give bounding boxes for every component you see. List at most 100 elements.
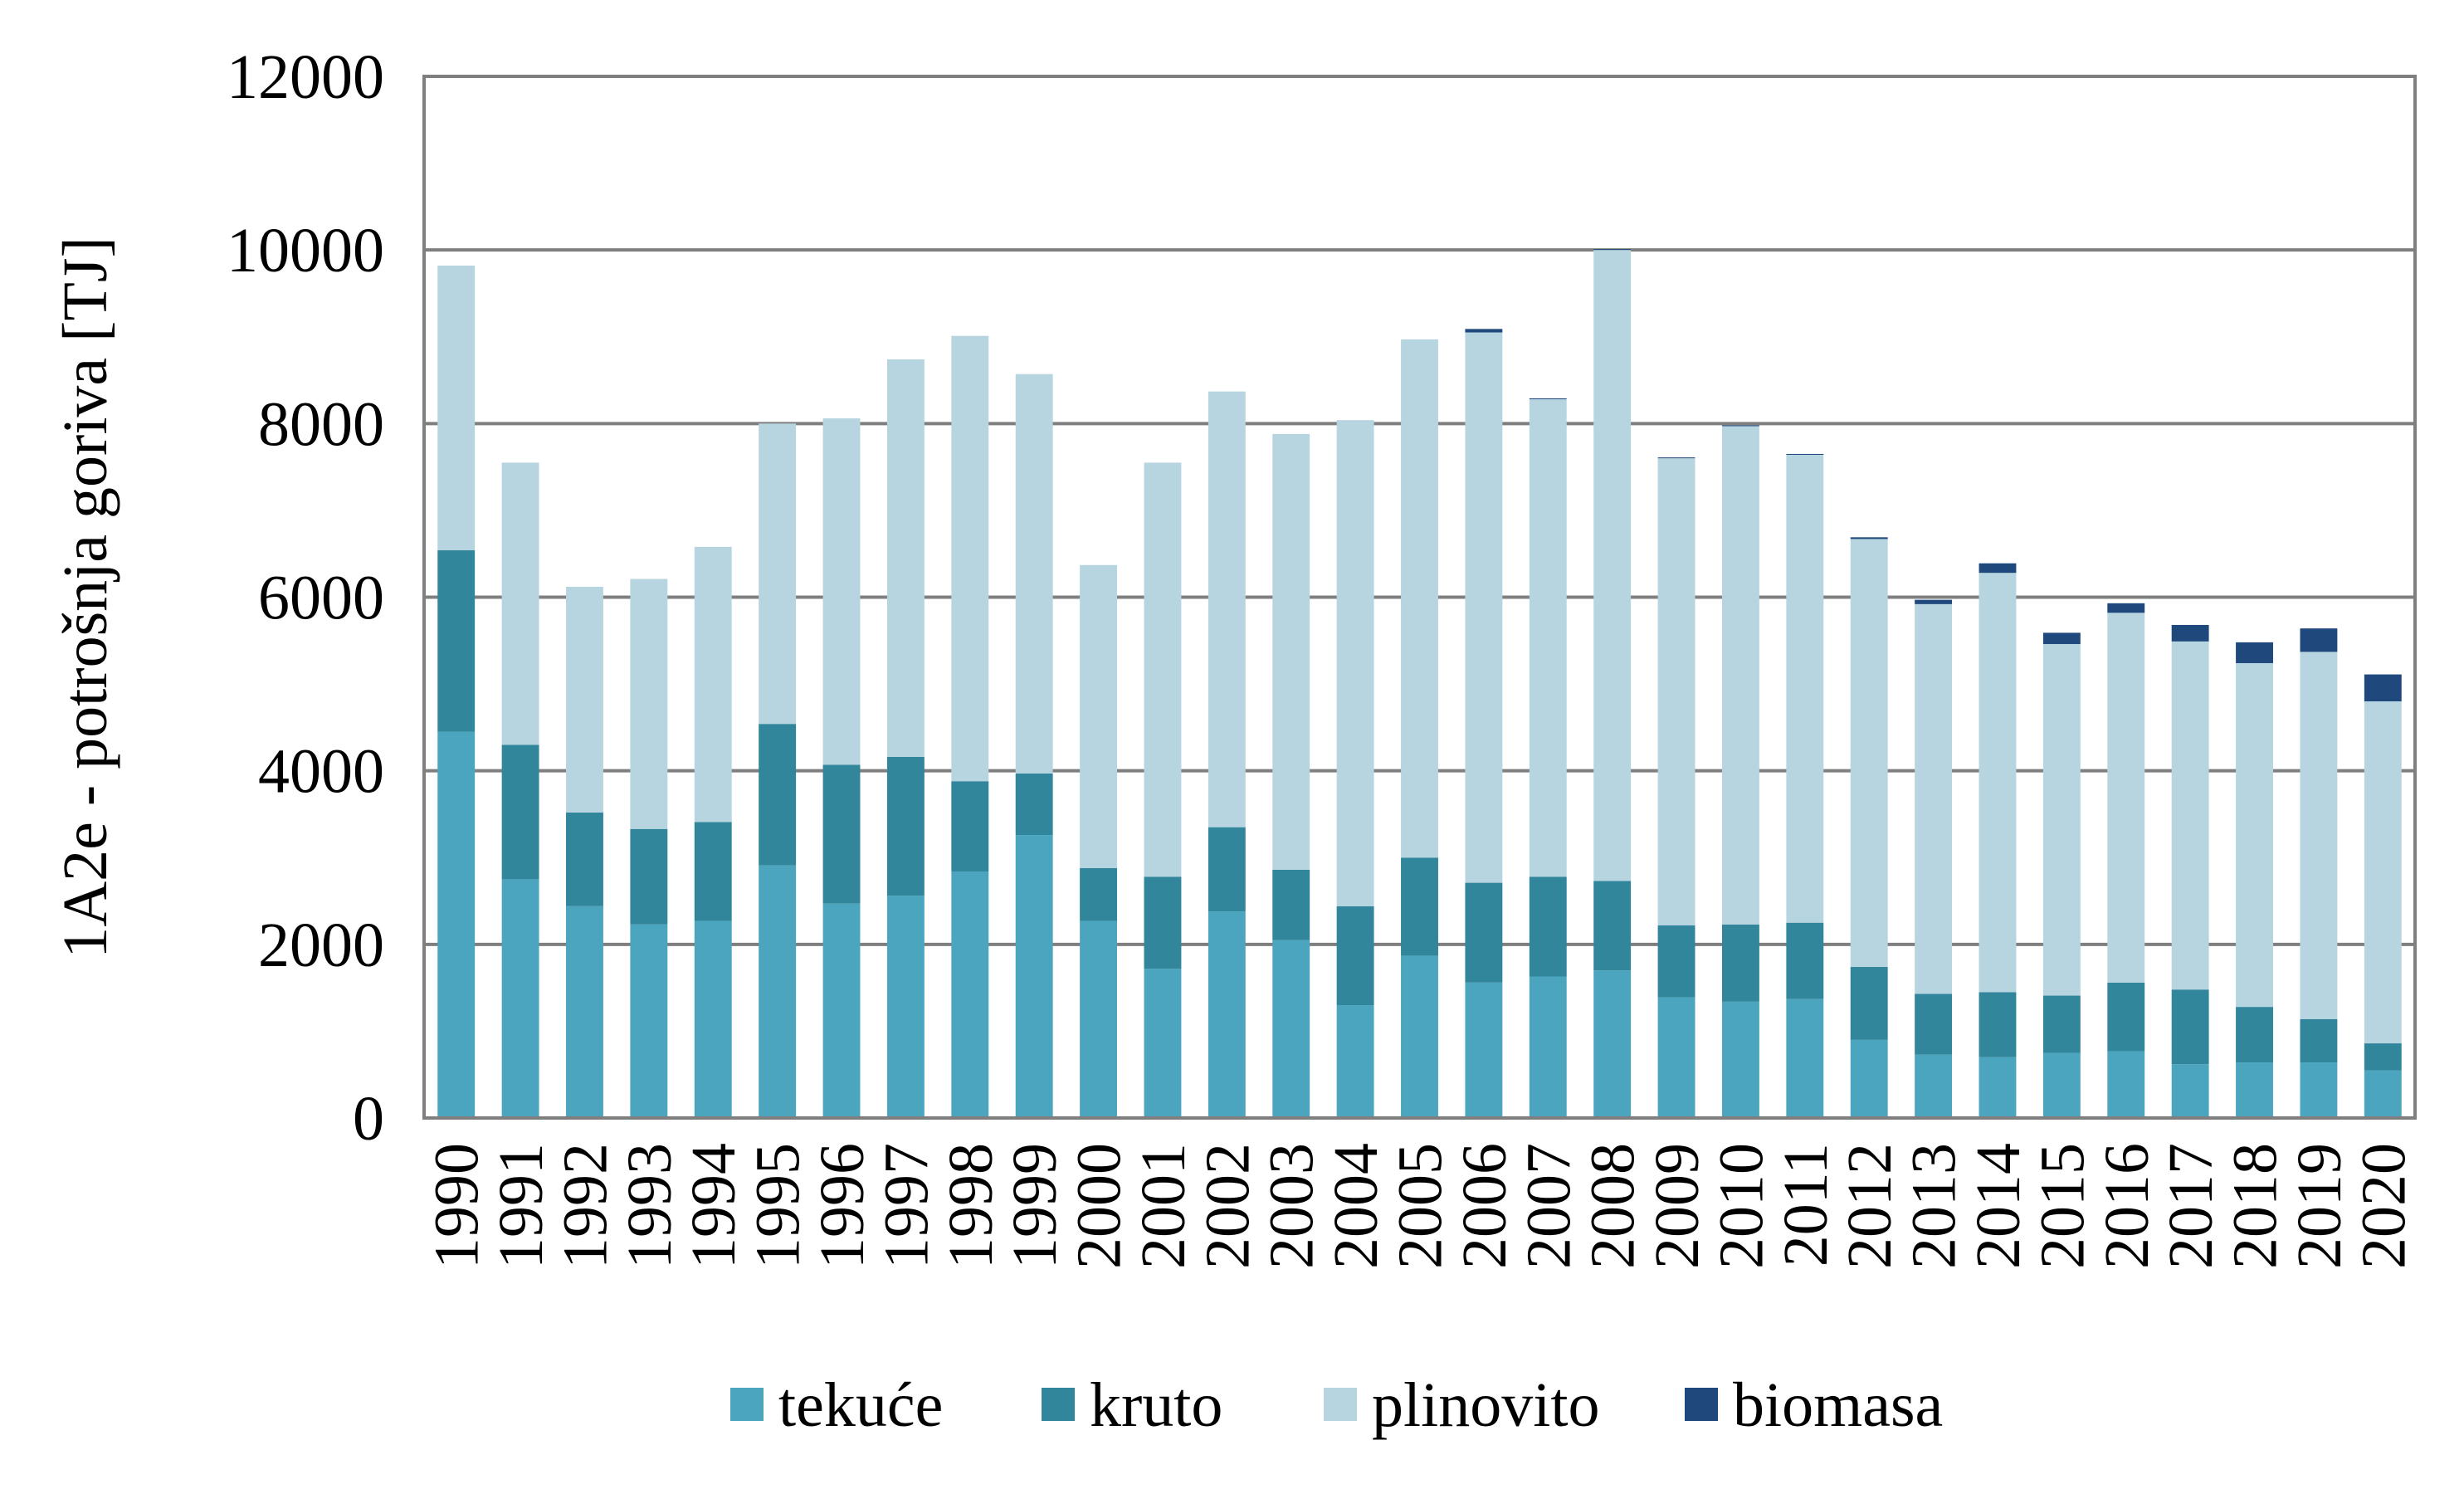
bar-kruto-2001 [1144,876,1182,969]
bar-biomasa-2007 [1529,398,1567,400]
bar-kruto-2006 [1465,882,1503,983]
bar-tekuće-2002 [1208,911,1246,1118]
bar-kruto-1997 [886,756,925,896]
bar-plinovito-2018 [2236,662,2273,1008]
x-tick-label: 2001 [1129,1143,1198,1269]
x-tick-label: 2006 [1450,1143,1520,1269]
legend-label: plinovito [1372,1370,1599,1440]
bar-tekuće-2005 [1401,955,1438,1118]
legend-label: tekuće [778,1370,943,1440]
bar-tekuće-2018 [2236,1062,2273,1118]
bar-kruto-2008 [1593,881,1632,971]
bar-tekuće-2013 [1915,1054,1953,1118]
bar-kruto-2018 [2236,1007,2273,1063]
y-tick-labels: 0 2000 4000 6000 8000 10000 12000 [227,42,384,1154]
bar-kruto-2015 [2042,995,2081,1053]
bar-tekuće-2003 [1272,940,1310,1118]
bar-plinovito-1995 [759,423,797,725]
x-tick-label: 2014 [1964,1143,2033,1269]
bar-tekuće-2008 [1593,970,1632,1118]
bar-plinovito-1994 [694,546,732,823]
plot-frame [422,75,2417,1120]
bar-biomasa-2019 [2300,628,2338,652]
bar-plinovito-2017 [2171,641,2209,990]
bar-plinovito-2010 [1721,426,1759,925]
bar-kruto-2002 [1208,827,1246,912]
bar-plinovito-2019 [2300,652,2338,1019]
bar-biomasa-2014 [1979,563,2017,574]
bar-kruto-2016 [2107,982,2145,1052]
legend: tekuće kruto plinovito biomasa [730,1370,1943,1440]
bar-biomasa-2018 [2236,642,2273,663]
bar-kruto-2011 [1786,922,1824,999]
bar-plinovito-2009 [1657,458,1696,925]
legend-swatch-biomasa [1685,1388,1718,1421]
legend-label: kruto [1090,1370,1222,1440]
bar-kruto-1992 [566,812,603,906]
bar-tekuće-2019 [2300,1062,2338,1118]
bar-tekuće-1999 [1015,835,1053,1118]
bar-plinovito-2005 [1401,339,1438,858]
bar-tekuće-1992 [566,906,603,1118]
bar-biomasa-2015 [2042,632,2081,644]
bar-kruto-2003 [1272,869,1310,940]
bar-tekuće-2017 [2171,1064,2209,1118]
bar-kruto-1998 [951,781,989,871]
bar-plinovito-2013 [1915,603,1953,994]
bar-plinovito-1996 [822,418,861,765]
bar-plinovito-2002 [1208,391,1246,827]
x-tick-label: 2007 [1514,1143,1583,1269]
x-tick-label: 1992 [550,1143,620,1269]
y-tick-label: 0 [353,1084,384,1154]
bar-tekuće-2020 [2364,1070,2402,1118]
y-axis-label: 1A2e - potrošnja goriva [TJ] [51,237,120,959]
x-tick-label: 2011 [1771,1143,1841,1267]
x-tick-label: 2015 [2027,1143,2097,1269]
bar-tekuće-2015 [2042,1052,2081,1118]
bar-plinovito-2006 [1465,332,1503,883]
bar-plinovito-2014 [1979,573,2017,993]
bar-tekuće-2009 [1657,997,1696,1118]
bar-kruto-1995 [759,724,797,866]
bar-kruto-2000 [1080,867,1118,921]
bars [437,249,2402,1118]
legend-label: biomasa [1733,1370,1943,1440]
bar-plinovito-2003 [1272,433,1310,870]
legend-swatch-plinovito [1324,1388,1357,1421]
y-tick-label: 2000 [258,910,384,980]
bar-tekuće-1998 [951,871,989,1118]
x-tick-label: 1993 [615,1143,685,1269]
x-tick-labels: 1990199119921993199419951996199719981999… [422,1143,2419,1269]
bar-biomasa-2016 [2107,603,2145,613]
bar-tekuće-1997 [886,896,925,1118]
x-tick-label: 1999 [1000,1143,1070,1269]
bar-plinovito-1991 [501,462,539,745]
x-tick-label: 2012 [1835,1143,1905,1269]
bar-plinovito-1990 [437,265,476,551]
bar-kruto-2005 [1401,857,1438,956]
bar-tekuće-2012 [1850,1039,1888,1118]
bar-kruto-2012 [1850,967,1888,1040]
bar-tekuće-2014 [1979,1057,2017,1118]
bar-tekuće-2010 [1721,1001,1759,1118]
bar-plinovito-1993 [630,579,668,829]
bar-biomasa-2012 [1850,537,1888,539]
x-tick-label: 1998 [936,1143,1006,1269]
x-tick-label: 2019 [2285,1143,2354,1269]
y-tick-label: 4000 [258,737,384,807]
bar-kruto-1994 [694,822,732,921]
bar-plinovito-2001 [1144,462,1182,877]
bar-biomasa-2009 [1657,457,1696,459]
bar-plinovito-2008 [1593,250,1632,881]
bar-tekuće-2016 [2107,1051,2145,1118]
bar-kruto-1996 [822,764,861,904]
bar-plinovito-2016 [2107,613,2145,983]
x-tick-label: 1991 [486,1143,556,1269]
bar-tekuće-1994 [694,920,732,1118]
bar-plinovito-1999 [1015,373,1053,774]
bar-biomasa-2008 [1593,249,1632,251]
x-tick-label: 1996 [808,1143,877,1269]
bar-kruto-2013 [1915,993,1953,1055]
y-tick-label: 8000 [258,389,384,459]
